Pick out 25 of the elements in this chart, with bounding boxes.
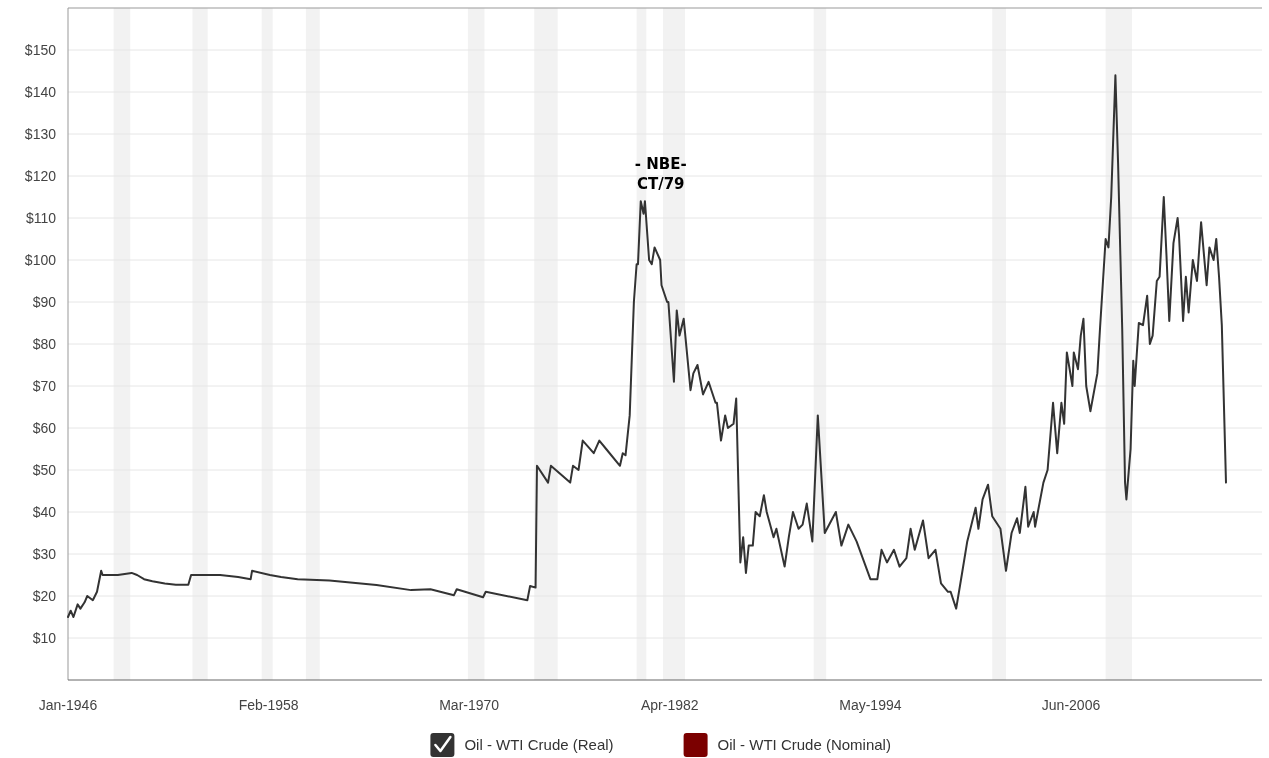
y-tick-label: $70	[32, 377, 57, 394]
x-tick-label: Jun-2006	[1041, 697, 1101, 713]
y-tick-label: $120	[24, 167, 57, 184]
y-tick-label: $30	[32, 545, 57, 562]
x-tick-label: Mar-1970	[439, 697, 500, 713]
y-tick-label: $150	[24, 41, 57, 58]
annotation: - NBE- CT/79	[634, 155, 687, 194]
y-tick-label: $10	[32, 629, 57, 646]
y-tick-label: $110	[25, 209, 57, 226]
y-tick-label: $20	[32, 587, 57, 604]
y-tick-label: $90	[32, 293, 57, 310]
x-tick-label: Jan-1946	[38, 697, 98, 713]
y-tick-label: $140	[24, 83, 57, 100]
line-series	[67, 74, 1227, 618]
y-tick-label: $60	[32, 419, 57, 436]
x-tick-label: Feb-1958	[238, 697, 299, 713]
x-tick-label: Apr-1982	[641, 697, 699, 713]
legend-label: Oil - WTI Crude (Real)	[464, 736, 614, 754]
y-tick-label: $80	[32, 335, 57, 352]
y-tick-label: $50	[32, 461, 57, 478]
x-tick-label: May-1994	[839, 697, 902, 713]
y-tick-label: $100	[24, 251, 57, 268]
y-tick-label: $40	[32, 503, 57, 520]
y-tick-label: $130	[24, 125, 57, 142]
text: Oil - WTI Crude (Nominal)	[717, 736, 891, 754]
